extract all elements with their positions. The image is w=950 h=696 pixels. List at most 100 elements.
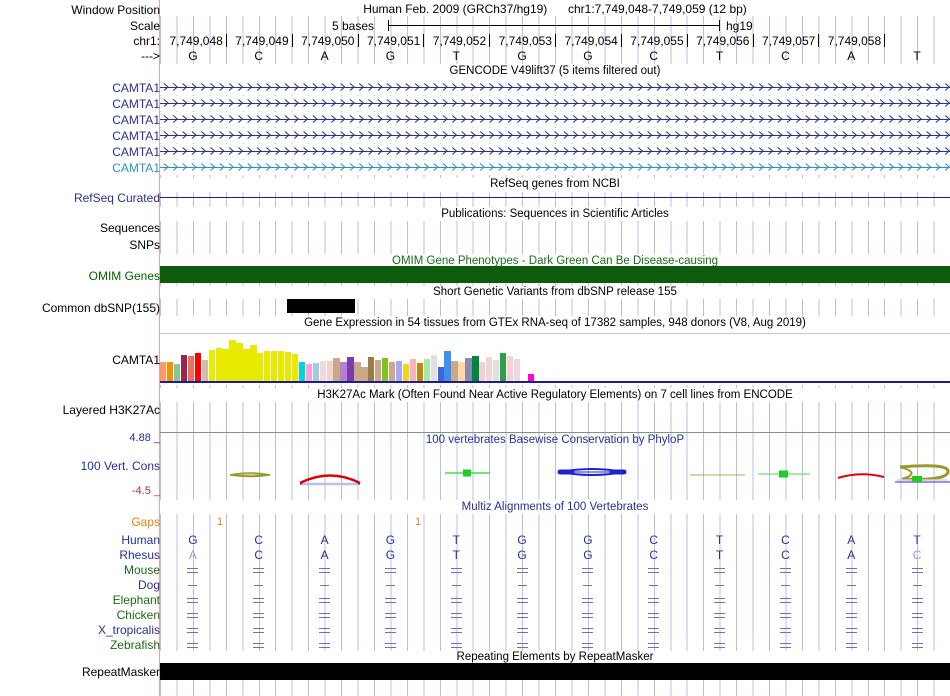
- gtex-tissue-bar[interactable]: [520, 360, 528, 381]
- alignment-row[interactable]: [160, 608, 950, 623]
- repeatmasker-row-label[interactable]: RepeatMasker: [81, 665, 160, 679]
- gencode-transcript-row[interactable]: [160, 162, 950, 172]
- gencode-center-label[interactable]: GENCODE V49lift37 (5 items filtered out): [449, 65, 661, 77]
- gencode-transcript-row[interactable]: [160, 82, 950, 92]
- species-label-zebrafish[interactable]: Zebrafish: [109, 638, 160, 652]
- omim-row-label[interactable]: OMIM Genes: [88, 269, 160, 283]
- gtex-tissue-bar[interactable]: [298, 362, 306, 381]
- gtex-tissue-bar[interactable]: [499, 353, 507, 381]
- gtex-tissue-bar[interactable]: [375, 360, 382, 381]
- coordinates[interactable]: chr1:7,749,048-7,749,059 (12 bp): [567, 2, 747, 16]
- species-label-dog[interactable]: Dog: [137, 578, 160, 592]
- alignment-row[interactable]: [160, 593, 950, 608]
- gtex-tissue-bar[interactable]: [347, 357, 354, 381]
- gtex-tissue-bar[interactable]: [395, 361, 403, 381]
- gtex-expression-chart[interactable]: [160, 333, 950, 383]
- gtex-tissue-bar[interactable]: [513, 359, 521, 381]
- gtex-tissue-bar[interactable]: [368, 357, 375, 381]
- gencode-gene-label[interactable]: CAMTA1: [112, 129, 160, 143]
- gencode-gene-label[interactable]: CAMTA1: [112, 81, 160, 95]
- species-label-mouse[interactable]: Mouse: [123, 563, 160, 577]
- refseq-gene-line[interactable]: [160, 197, 950, 198]
- h3k27ac-center-label[interactable]: H3K27Ac Mark (Often Found Near Active Re…: [317, 389, 793, 401]
- gtex-tissue-bar[interactable]: [277, 351, 285, 381]
- gtex-tissue-bar[interactable]: [291, 354, 299, 381]
- gtex-tissue-bar[interactable]: [361, 367, 368, 381]
- gencode-gene-label[interactable]: CAMTA1: [112, 145, 160, 159]
- refseq-row-label[interactable]: RefSeq Curated: [73, 191, 160, 205]
- conservation-center-label[interactable]: 100 vertebrates Basewise Conservation by…: [425, 434, 685, 446]
- gtex-tissue-bar[interactable]: [382, 358, 389, 381]
- gtex-tissue-bar[interactable]: [430, 355, 437, 381]
- publications-snps-label[interactable]: SNPs: [129, 238, 160, 252]
- gtex-tissue-bar[interactable]: [250, 345, 257, 381]
- gtex-tissue-bar[interactable]: [180, 355, 188, 381]
- h3k27ac-row-label[interactable]: Layered H3K27Ac: [62, 403, 160, 417]
- gtex-tissue-bar[interactable]: [506, 356, 514, 381]
- gtex-row-label[interactable]: CAMTA1: [112, 353, 160, 367]
- gencode-transcript-row[interactable]: [160, 146, 950, 156]
- gtex-tissue-bar[interactable]: [194, 353, 202, 381]
- gtex-tissue-bar[interactable]: [257, 353, 264, 381]
- gtex-tissue-bar[interactable]: [236, 343, 243, 381]
- gtex-tissue-bar[interactable]: [493, 360, 500, 381]
- gtex-tissue-bar[interactable]: [319, 361, 326, 381]
- species-label-rhesus[interactable]: Rhesus: [119, 548, 160, 562]
- multiz-center-label[interactable]: Multiz Alignments of 100 Vertebrates: [461, 501, 649, 513]
- gtex-tissue-bar[interactable]: [486, 357, 493, 381]
- gtex-tissue-bar[interactable]: [215, 348, 222, 381]
- gtex-tissue-bar[interactable]: [458, 362, 465, 381]
- gencode-gene-label[interactable]: CAMTA1: [112, 161, 160, 175]
- gtex-tissue-bar[interactable]: [423, 359, 430, 381]
- alignment-row[interactable]: [160, 578, 950, 593]
- gtex-tissue-bar[interactable]: [333, 358, 340, 381]
- gtex-tissue-bar[interactable]: [312, 363, 319, 381]
- publications-center-label[interactable]: Publications: Sequences in Scientific Ar…: [441, 208, 669, 220]
- gtex-tissue-bar[interactable]: [437, 367, 444, 381]
- repeatmasker-bar[interactable]: [160, 663, 950, 680]
- gtex-tissue-bar[interactable]: [187, 356, 195, 381]
- gencode-gene-label[interactable]: CAMTA1: [112, 97, 160, 111]
- gencode-transcript-row[interactable]: [160, 114, 950, 124]
- refseq-center-label[interactable]: RefSeq genes from NCBI: [490, 178, 620, 190]
- gtex-tissue-bar[interactable]: [222, 349, 229, 381]
- gtex-tissue-bar[interactable]: [402, 364, 410, 381]
- publications-sequences-label[interactable]: Sequences: [99, 221, 160, 235]
- alignment-row[interactable]: [160, 638, 950, 653]
- gtex-tissue-bar[interactable]: [201, 360, 208, 381]
- gtex-tissue-bar[interactable]: [527, 374, 535, 381]
- gtex-tissue-bar[interactable]: [451, 361, 458, 381]
- dbsnp-center-label[interactable]: Short Genetic Variants from dbSNP releas…: [433, 286, 677, 298]
- gtex-tissue-bar[interactable]: [208, 350, 215, 381]
- species-label-x_tropicalis[interactable]: X_tropicalis: [97, 623, 160, 637]
- phylop-conservation-plot[interactable]: [160, 432, 950, 490]
- repeatmasker-center-label[interactable]: Repeating Elements by RepeatMasker: [456, 651, 654, 663]
- gtex-tissue-bar[interactable]: [388, 362, 396, 381]
- gencode-gene-label[interactable]: CAMTA1: [112, 113, 160, 127]
- gaps-row-label[interactable]: Gaps: [131, 515, 160, 529]
- gtex-tissue-bar[interactable]: [305, 364, 313, 381]
- gtex-tissue-bar[interactable]: [284, 352, 292, 381]
- gtex-tissue-bar[interactable]: [340, 362, 347, 381]
- gtex-tissue-bar[interactable]: [229, 340, 236, 381]
- species-label-chicken[interactable]: Chicken: [116, 608, 160, 622]
- gencode-transcript-row[interactable]: [160, 98, 950, 108]
- cons-row-label[interactable]: 100 Vert. Cons: [80, 459, 160, 473]
- alignment-row[interactable]: [160, 563, 950, 578]
- gtex-tissue-bar[interactable]: [264, 351, 271, 381]
- gtex-tissue-bar[interactable]: [479, 362, 486, 381]
- gtex-tissue-bar[interactable]: [160, 362, 167, 381]
- dbsnp-variant-box[interactable]: [287, 299, 355, 313]
- species-label-elephant[interactable]: Elephant: [112, 593, 160, 607]
- gtex-tissue-bar[interactable]: [271, 351, 278, 381]
- omim-gene-bar[interactable]: [160, 266, 950, 283]
- gtex-tissue-bar[interactable]: [416, 363, 424, 381]
- dbsnp-row-label[interactable]: Common dbSNP(155): [41, 301, 160, 315]
- gencode-transcript-row[interactable]: [160, 130, 950, 140]
- gtex-tissue-bar[interactable]: [166, 362, 174, 381]
- omim-center-label[interactable]: OMIM Gene Phenotypes - Dark Green Can Be…: [392, 255, 718, 267]
- gtex-tissue-bar[interactable]: [173, 364, 181, 381]
